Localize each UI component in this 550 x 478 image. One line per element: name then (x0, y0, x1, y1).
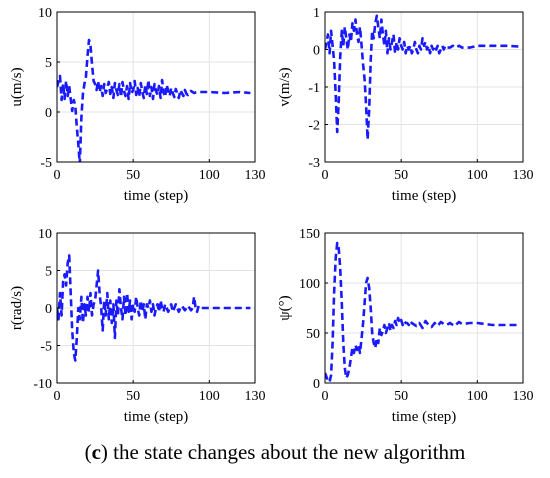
y-tick-label: 100 (299, 277, 320, 292)
series-line-1 (57, 38, 251, 162)
y-axis-label: u(m/s) (9, 67, 25, 106)
caption-letter: c (91, 440, 101, 464)
series-line-1 (325, 14, 519, 141)
x-tick-label: 100 (199, 389, 220, 404)
y-axis-label: ψ(°) (277, 295, 293, 320)
y-tick-label: 150 (299, 227, 320, 242)
x-tick-label: 0 (322, 168, 329, 183)
x-tick-label: 50 (126, 168, 140, 183)
x-tick-label: 0 (54, 168, 61, 183)
x-tick-label: 50 (394, 389, 408, 404)
x-tick-label: 100 (467, 389, 488, 404)
x-tick-label: 100 (467, 168, 488, 183)
y-tick-label: 10 (38, 227, 52, 242)
series-line-1 (57, 254, 251, 362)
y-tick-label: -10 (33, 377, 52, 392)
x-tick-label: 0 (54, 389, 61, 404)
y-tick-label: 0 (45, 106, 52, 121)
chart-panel-4: 0 50 100 130 0 50 100 150 time (step) ψ(°) (277, 227, 534, 425)
series-line-1 (325, 241, 519, 383)
x-tick-label: 130 (245, 168, 266, 183)
y-tick-label: -1 (308, 81, 320, 96)
x-tick-label: 50 (394, 168, 408, 183)
caption-text: the state changes about the new algorith… (113, 440, 466, 464)
y-tick-label: -3 (308, 156, 320, 171)
y-tick-label: 5 (45, 56, 52, 71)
chart-panel-2: 0 50 100 130 -3 -2 -1 0 1 time (step) v(m/s) (277, 6, 534, 204)
x-axis-label: time (step) (392, 409, 457, 425)
chart-panel-3: 0 50 100 130 -10 -5 0 5 10 time (step) r(rad/s) (9, 227, 266, 425)
y-tick-label: 5 (45, 265, 52, 280)
y-axis-label: r(rad/s) (9, 286, 25, 330)
plot-background (324, 232, 524, 384)
x-tick-label: 100 (199, 168, 220, 183)
y-tick-label: 0 (313, 377, 320, 392)
plot-frame (56, 11, 256, 163)
y-tick-label: -5 (40, 156, 52, 171)
plot-frame (324, 232, 524, 384)
y-tick-label: 0 (45, 302, 52, 317)
y-tick-label: 0 (313, 44, 320, 59)
y-tick-label: 1 (313, 6, 320, 21)
y-tick-label: 50 (306, 327, 320, 342)
x-tick-label: 0 (322, 389, 329, 404)
x-axis-label: time (step) (392, 188, 457, 204)
plot-background (56, 11, 256, 163)
y-tick-label: -2 (308, 119, 320, 134)
x-axis-label: time (step) (124, 409, 189, 425)
y-tick-label: 10 (38, 6, 52, 21)
x-tick-label: 50 (126, 389, 140, 404)
figure-caption: (c) the state changes about the new algo… (84, 440, 466, 464)
y-tick-label: -5 (40, 340, 52, 355)
x-tick-label: 130 (513, 389, 534, 404)
x-axis-label: time (step) (124, 188, 189, 204)
x-tick-label: 130 (513, 168, 534, 183)
y-axis-label: v(m/s) (277, 67, 293, 106)
x-tick-label: 130 (245, 389, 266, 404)
